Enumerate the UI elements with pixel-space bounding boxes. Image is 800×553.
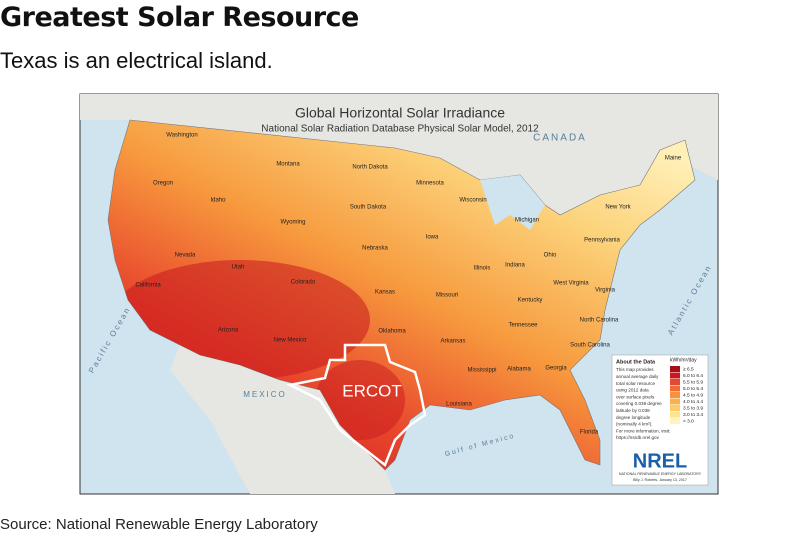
legend-label: 6.0 to 6.4 [683,373,703,379]
state-label: Iowa [426,235,439,241]
state-label: Oregon [153,181,173,187]
about-title: About the Data [616,359,656,365]
credit: Billy J. Roberts, January 13, 2017 [633,478,687,482]
about-line: total solar resource [616,381,656,386]
state-label: South Carolina [570,343,610,349]
state-label: Nevada [175,253,196,259]
about-line: latitude by 0.038 [616,408,650,413]
state-label: Nebraska [362,246,388,252]
legend-swatch [670,372,680,379]
about-line: annual average daily [616,374,659,379]
legend-swatch [670,405,680,411]
state-label: South Dakota [350,205,387,211]
state-label: Illinois [474,266,491,272]
info-box [611,354,709,486]
great-lakes [480,175,545,230]
about-line: This map provides [616,367,654,372]
state-label: Maine [665,156,682,162]
state-label: Kansas [375,290,395,296]
logo: NREL [633,450,687,472]
source: Source: National Renewable Energy Labora… [0,516,318,533]
legend-swatch [670,398,680,405]
state-label: Pennsylvania [584,238,620,244]
about-line: degree longitude [616,415,651,420]
legend-label: 5.0 to 5.4 [683,386,703,392]
state-label: Oklahoma [378,329,406,335]
ercot-outline [286,343,427,468]
legend-swatch [670,385,680,392]
state-label: Virginia [595,288,616,294]
state-label: Kentucky [518,298,543,304]
canada [80,94,718,215]
map: ERCOT Global Horizontal Solar Irradiance… [79,93,719,495]
about-line: (nominally 4 km²). [616,422,653,427]
legend-label: < 3.0 [683,418,694,424]
state-label: Colorado [291,280,316,286]
about-line: over surface pixels [616,394,655,399]
state-label: Mississippi [467,368,496,374]
legend-label: 4.0 to 4.4 [683,399,703,405]
lab-name: NATIONAL RENEWABLE ENERGY LABORATORY [619,472,702,476]
state-label: Wyoming [281,220,306,226]
state-label: Tennessee [508,323,538,329]
title: Greatest Solar Resource [0,2,359,33]
state-label: Florida [580,430,599,436]
state-label: Minnesota [416,181,444,187]
state-label: Wisconsin [459,198,486,204]
state-label: Ohio [544,253,557,259]
state-label: West Virginia [553,281,589,287]
map-subtitle: National Solar Radiation Database Physic… [261,124,539,135]
state-label: North Dakota [352,165,388,171]
legend-label: 5.5 to 5.9 [683,379,703,385]
legend-unit: kWh/m²/day [670,357,697,363]
legend-label: 4.5 to 4.9 [683,392,703,398]
about-line: For more information, visit: [616,428,670,433]
map-title: Global Horizontal Solar Irradiance [295,105,505,121]
state-label: Louisiana [446,402,472,408]
legend-swatch [670,392,680,398]
state-label: Michigan [515,218,539,224]
about-line: using 2012 data [616,388,649,393]
legend-swatch [670,379,680,385]
legend-label: ≥ 6.5 [683,366,694,372]
ercot-label: ERCOT [342,381,402,400]
state-label: New Mexico [274,338,307,344]
region-label: CANADA [533,133,587,144]
mexico [170,345,395,494]
legend-label: 3.0 to 3.4 [683,412,703,418]
state-label: Montana [276,162,300,168]
state-label: Arkansas [440,339,465,345]
legend-swatch [670,418,680,424]
state-label: Alabama [507,367,531,373]
state-label: Utah [232,265,245,271]
state-label: Idaho [210,198,226,204]
state-label: North Carolina [580,318,619,324]
state-label: Arizona [218,328,239,334]
about-line: https://nsrdb.nrel.gov [616,435,660,440]
state-label: Washington [166,133,197,139]
state-label: Georgia [545,366,567,372]
state-label: Indiana [505,263,525,269]
about-line: covering 0.038 degree [616,401,662,406]
state-label: Missouri [436,293,458,299]
legend-swatch [670,411,680,418]
legend-swatch [670,366,680,372]
state-label: California [135,283,161,289]
region-label: MEXICO [243,390,287,399]
subtitle: Texas is an electrical island. [0,48,273,73]
legend-label: 3.5 to 3.9 [683,405,703,411]
state-label: New York [605,205,631,211]
